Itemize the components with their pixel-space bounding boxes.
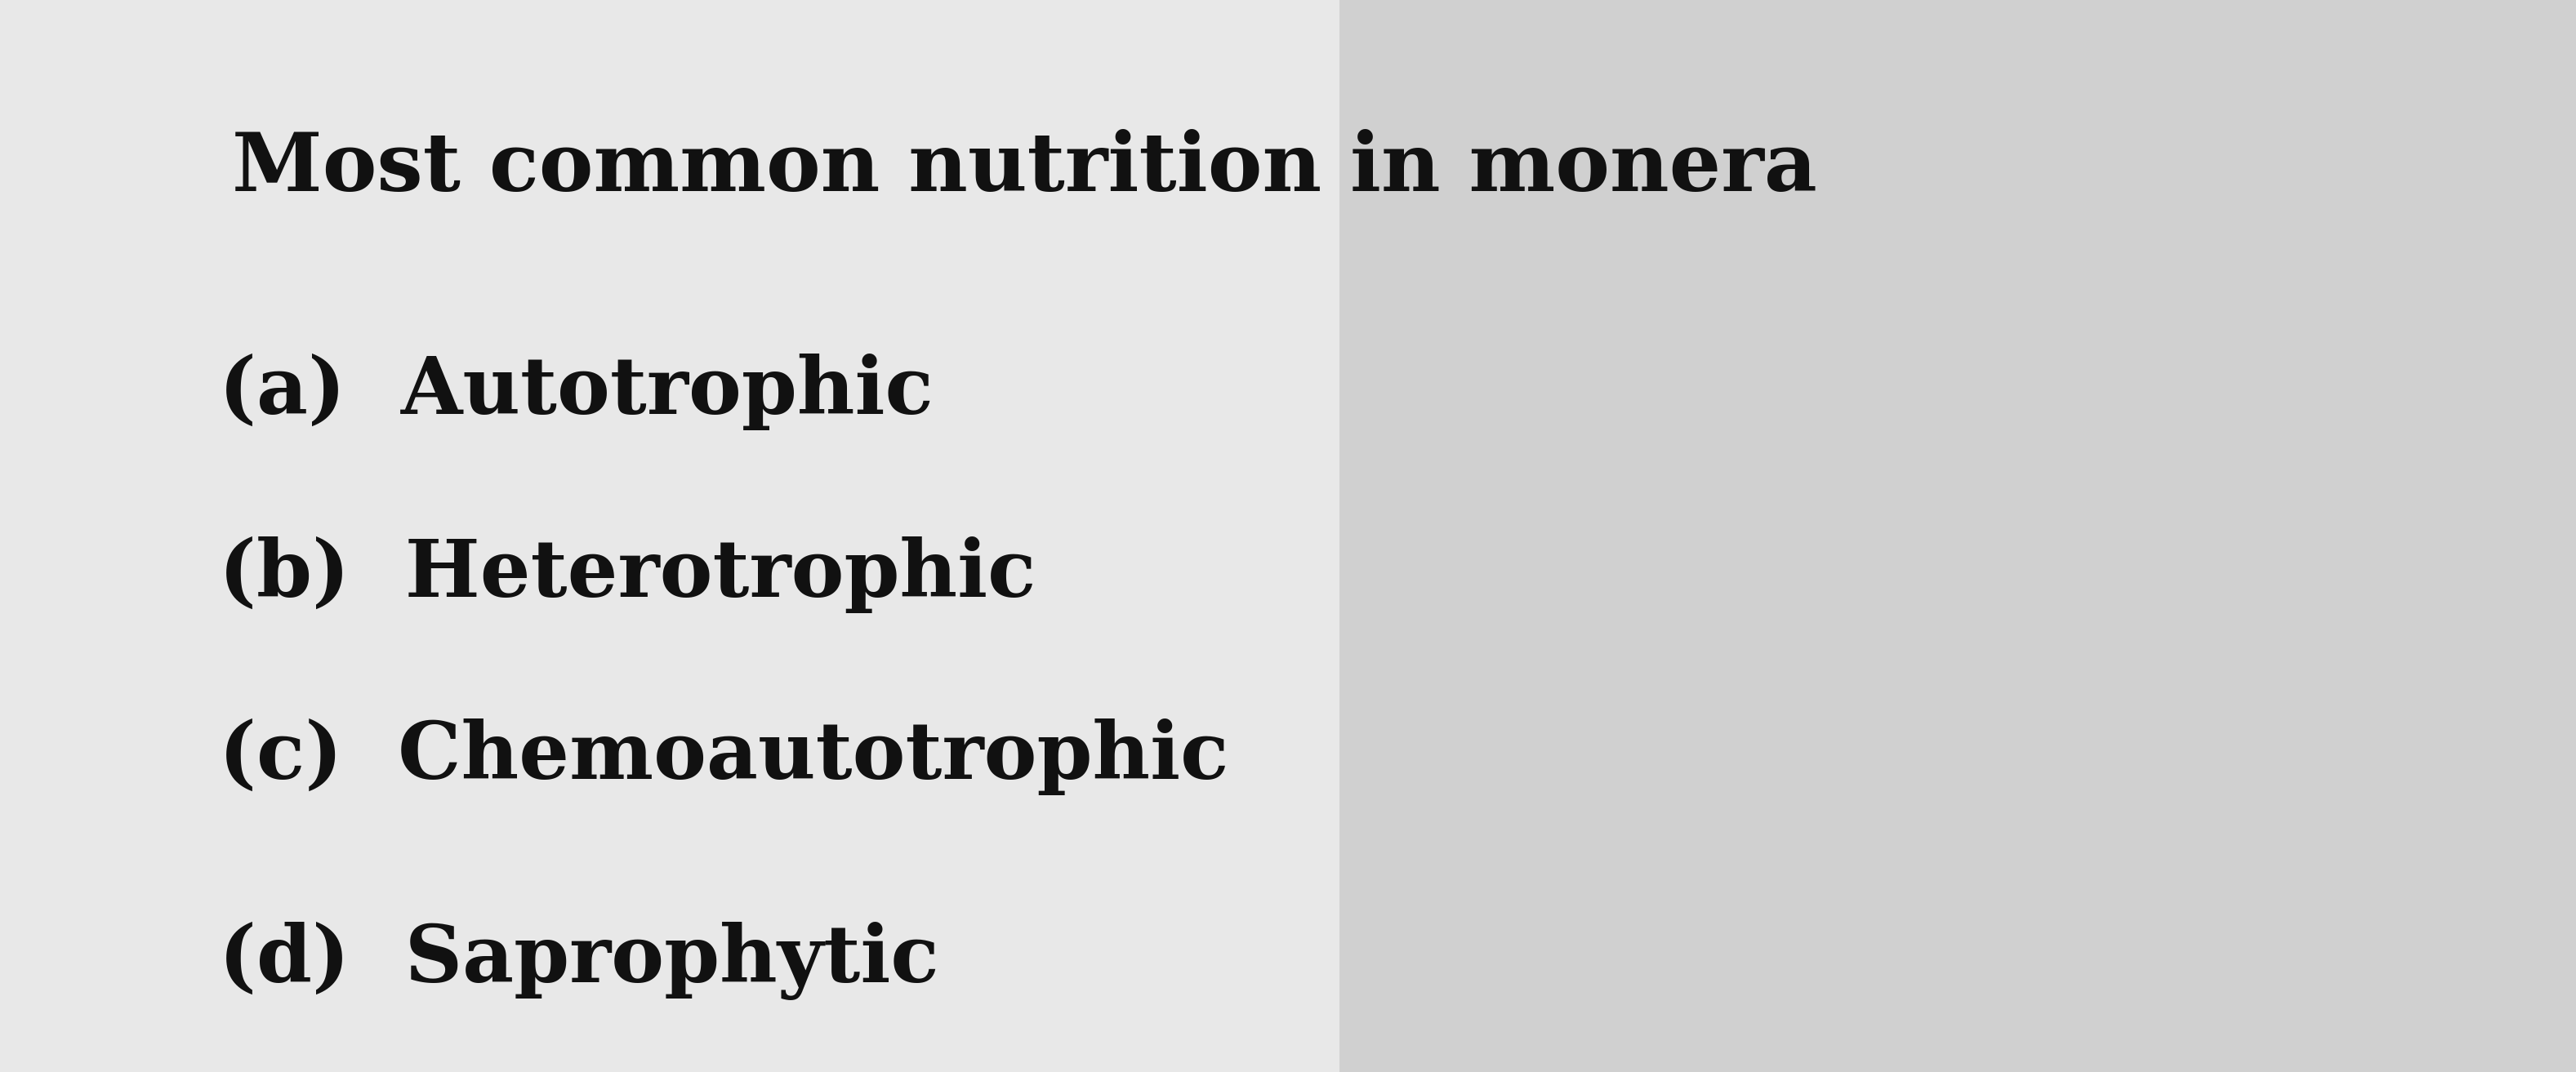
Text: (c)  Chemoautotrophic: (c) Chemoautotrophic [219,718,1229,795]
Bar [1340,0,2576,1072]
Text: (d)  Saprophytic: (d) Saprophytic [219,922,940,1000]
Bar [0,0,1340,1072]
Text: (b)  Heterotrophic: (b) Heterotrophic [219,536,1036,613]
Text: Most common nutrition in monera: Most common nutrition in monera [232,129,1816,208]
Text: (a)  Autotrophic: (a) Autotrophic [219,354,933,431]
